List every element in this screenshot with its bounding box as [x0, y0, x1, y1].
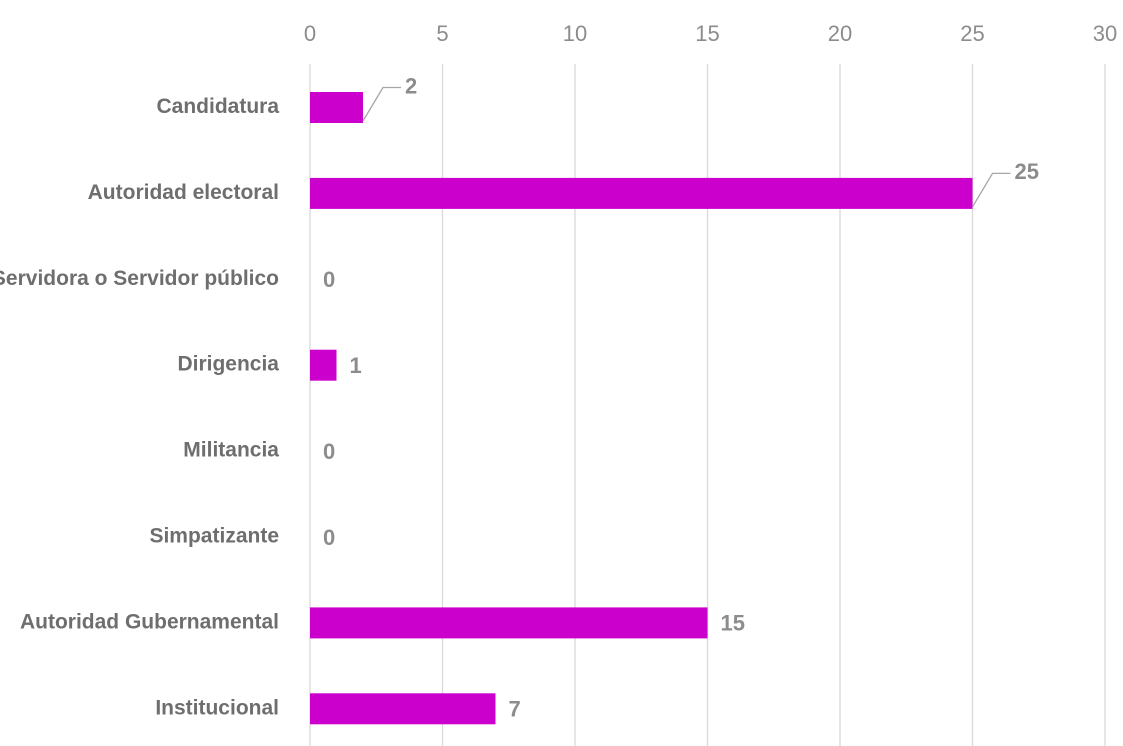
x-tick-label: 10 — [563, 21, 587, 46]
grid-lines — [309, 64, 1106, 746]
data-labels: 2 25 0 1 0 0 15 7 — [323, 73, 1039, 721]
bar — [310, 92, 363, 123]
x-tick-label: 25 — [960, 21, 984, 46]
data-label: 7 — [509, 697, 521, 722]
bar — [310, 349, 337, 381]
data-label: 0 — [323, 525, 335, 550]
bar — [310, 177, 973, 209]
category-label: Candidatura — [156, 95, 279, 118]
category-label: Autoridad electoral — [88, 181, 279, 204]
data-label: 0 — [323, 267, 335, 292]
data-label: 25 — [1015, 159, 1039, 184]
x-tick-label: 15 — [695, 21, 719, 46]
x-tick-label: 5 — [436, 21, 448, 46]
x-axis-ticks: 0 5 10 15 20 25 30 — [304, 21, 1117, 46]
category-label: Dirigencia — [177, 353, 279, 376]
category-label: Militancia — [183, 439, 279, 462]
category-label: Institucional — [155, 696, 279, 719]
x-tick-label: 30 — [1093, 21, 1117, 46]
data-label: 15 — [721, 611, 745, 636]
data-label: 2 — [405, 73, 417, 98]
category-label: Autoridad Gubernamental — [20, 610, 279, 633]
bars — [310, 92, 973, 725]
bar — [310, 607, 708, 639]
x-tick-label: 0 — [304, 21, 316, 46]
category-labels: Candidatura Autoridad electoral Servidora … — [0, 95, 279, 719]
data-label: 1 — [350, 353, 362, 378]
category-label: Servidora o Servidor público — [0, 267, 279, 290]
bar — [310, 693, 496, 725]
leader-line — [971, 172, 1011, 208]
x-tick-label: 20 — [828, 21, 852, 46]
category-label: Simpatizante — [149, 525, 279, 548]
data-label: 0 — [323, 439, 335, 464]
leader-line — [362, 86, 401, 122]
